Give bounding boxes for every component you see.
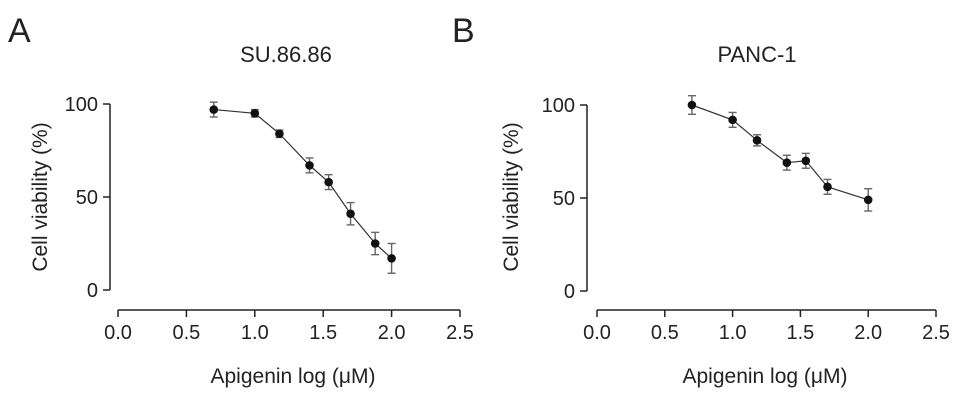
panel-a-data-point bbox=[370, 239, 380, 248]
panel-b-data-point bbox=[752, 136, 762, 145]
panel-a-x-tick-label: 0.5 bbox=[172, 322, 200, 344]
panel-b-letter: B bbox=[452, 12, 475, 50]
panel-b-data-point bbox=[801, 156, 811, 166]
panel-b-plot: 0.0 0.5 1.0 1.5 2.0 2.5 0 50 100 bbox=[542, 94, 950, 344]
panel-b-data-point bbox=[823, 182, 832, 192]
panel-b-data-point bbox=[863, 195, 873, 205]
panel-a-y-tick-label: 0 bbox=[87, 280, 98, 302]
panel-b-data-point bbox=[728, 115, 737, 125]
panel-a-plot: 0.0 0.5 1.0 1.5 2.0 2.5 0 50 100 bbox=[65, 94, 474, 344]
panel-b-xlabel: Apigenin log (μM) bbox=[682, 365, 847, 388]
panel-a-data-point bbox=[305, 161, 314, 170]
panel-a-data-point bbox=[275, 129, 284, 139]
panel-a-x-tick-label: 2.0 bbox=[378, 322, 406, 344]
panel-a-data-point bbox=[387, 254, 396, 263]
panel-b-y-tick-label: 50 bbox=[553, 188, 575, 210]
panel-a: A SU.86.86 0.0 0.5 1.0 1.5 2.0 2.5 0 50 100 Apig… bbox=[8, 12, 474, 388]
panel-b-ylabel: Cell viability (%) bbox=[500, 122, 523, 271]
panel-a-data-point bbox=[346, 209, 355, 219]
panel-a-data-point bbox=[250, 109, 260, 118]
panel-a-letter: A bbox=[8, 12, 31, 50]
panel-b-title: PANC-1 bbox=[717, 42, 796, 67]
panel-b-data-point bbox=[782, 158, 792, 167]
panel-a-x-tick-label: 0.0 bbox=[104, 322, 132, 344]
panel-a-title: SU.86.86 bbox=[240, 42, 332, 67]
panel-b-x-tick-label: 1.0 bbox=[719, 322, 747, 344]
panel-a-xlabel: Apigenin log (μM) bbox=[210, 365, 375, 388]
panel-a-ylabel: Cell viability (%) bbox=[29, 122, 52, 271]
panel-b-x-tick-label: 0.0 bbox=[583, 322, 611, 344]
panel-a-x-tick-label: 1.0 bbox=[241, 322, 269, 344]
panel-b-y-tick-label: 0 bbox=[564, 281, 575, 303]
panel-b-x-tick-label: 2.5 bbox=[922, 322, 950, 344]
panel-b-x-tick-label: 2.0 bbox=[854, 322, 882, 344]
panel-a-data-point bbox=[209, 105, 219, 114]
panel-b-series-line bbox=[691, 104, 869, 201]
panel-b-x-tick-label: 0.5 bbox=[651, 322, 679, 344]
panel-b-data-point bbox=[687, 100, 697, 110]
panel-b-x-tick-label: 1.5 bbox=[786, 322, 814, 344]
panel-a-series-line bbox=[213, 108, 393, 259]
panel-b: B PANC-1 0.0 0.5 1.0 1.5 2.0 2.5 0 50 100 Apigen… bbox=[452, 12, 950, 388]
panel-a-y-tick-label: 50 bbox=[76, 187, 98, 209]
panel-a-x-tick-label: 2.5 bbox=[446, 322, 474, 344]
panel-b-y-tick-label: 100 bbox=[542, 95, 575, 117]
panel-a-data-point bbox=[324, 177, 333, 187]
panel-a-x-tick-label: 1.5 bbox=[309, 322, 337, 344]
panel-a-y-tick-label: 100 bbox=[65, 94, 98, 116]
